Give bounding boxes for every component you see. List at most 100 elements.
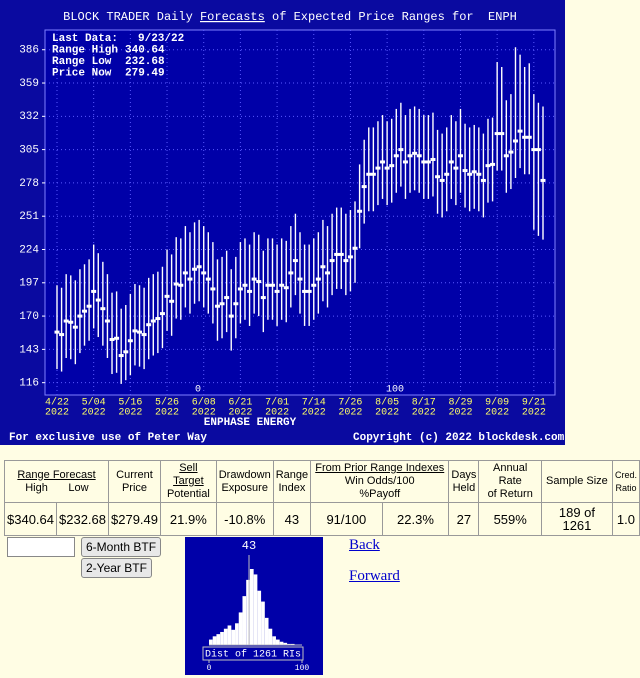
price-marker	[72, 325, 78, 329]
label-box	[202, 646, 304, 661]
x-tick-label: 100	[295, 664, 310, 673]
price-marker	[260, 296, 266, 300]
histogram-bar	[231, 629, 236, 645]
header-cell: Sample Size	[540, 460, 613, 503]
price-marker	[311, 283, 317, 287]
price-marker	[279, 283, 285, 287]
y-tick-label: 116	[19, 378, 39, 390]
price-marker	[508, 150, 514, 154]
value-cell: -10.8%	[215, 502, 274, 536]
price-marker	[531, 148, 537, 152]
symbol-input[interactable]	[7, 537, 75, 557]
chart-title: BLOCK TRADER Daily Forecasts of Expected…	[63, 10, 517, 24]
price-marker	[444, 172, 450, 176]
price-marker	[228, 314, 234, 318]
price-marker	[123, 350, 129, 354]
price-marker	[320, 265, 326, 269]
price-marker	[292, 259, 298, 263]
price-marker	[503, 154, 509, 158]
price-marker	[265, 283, 271, 287]
value-cell: $340.64	[4, 502, 57, 536]
histogram-bar	[209, 639, 213, 645]
price-marker	[540, 178, 546, 182]
header-cell: Cred. Ratio	[611, 460, 640, 503]
header-text: Price	[121, 481, 148, 494]
marker-label: 43	[242, 539, 256, 553]
value-cell: 21.9%	[160, 502, 217, 536]
header-cell: Annual Rate of Return	[478, 460, 542, 503]
marker-label: 0	[195, 385, 201, 396]
y-tick-label: 278	[19, 178, 39, 190]
price-marker	[522, 135, 528, 139]
price-marker	[448, 160, 454, 164]
header-cell: Current Price	[108, 460, 161, 503]
price-marker	[214, 304, 220, 308]
price-marker	[118, 354, 124, 358]
price-marker	[535, 148, 541, 152]
price-marker	[210, 287, 216, 291]
price-marker	[205, 277, 211, 281]
back-link[interactable]: Back	[349, 537, 380, 553]
x-tick-label: 7/14	[302, 397, 326, 409]
value-cell: 22.3%	[381, 502, 450, 536]
x-tick-year: 2022	[522, 408, 546, 419]
x-tick-label: 9/21	[522, 397, 546, 409]
x-tick-label: 9/09	[485, 397, 509, 409]
info-label: Price Now	[52, 67, 112, 79]
y-tick-label: 305	[19, 145, 39, 157]
price-marker	[91, 289, 97, 293]
header-cell: Days Held	[448, 460, 480, 503]
x-tick-label: 0	[207, 664, 212, 673]
price-marker	[173, 282, 179, 286]
y-tick-label: 359	[19, 78, 39, 90]
histogram-bar	[242, 596, 247, 645]
price-marker	[77, 314, 83, 318]
x-tick-year: 2022	[375, 408, 399, 419]
price-marker	[247, 289, 253, 293]
price-marker	[512, 139, 518, 143]
header-text: Drawdown	[218, 468, 271, 481]
price-marker	[297, 277, 303, 281]
price-marker	[182, 271, 188, 275]
histogram-bar	[235, 623, 239, 645]
header-cell: Drawdown Exposure	[215, 460, 274, 503]
forward-link[interactable]: Forward	[349, 568, 400, 584]
histogram-bar	[238, 612, 243, 645]
header-text[interactable]: Range Forecast	[17, 468, 96, 481]
price-marker	[398, 148, 404, 152]
price-marker	[457, 154, 463, 158]
info-label: Range Low	[52, 56, 112, 68]
header-text: Index	[278, 481, 306, 494]
title-link[interactable]: Forecasts	[200, 10, 265, 24]
price-marker	[201, 271, 207, 275]
price-marker	[54, 330, 60, 334]
x-tick-year: 2022	[448, 408, 472, 419]
footer-left: For exclusive use of Peter Way	[9, 432, 207, 444]
histogram-label: Dist of 1261 RIs	[205, 649, 301, 661]
x-tick-label: 6/21	[228, 397, 252, 409]
histogram-bar	[283, 642, 288, 645]
price-marker	[517, 129, 523, 133]
price-marker	[141, 333, 147, 337]
histogram-bar	[287, 643, 291, 645]
price-marker	[155, 317, 161, 321]
x-tick-label: 5/16	[118, 397, 142, 409]
x-tick-year: 2022	[155, 408, 179, 419]
price-marker	[187, 277, 193, 281]
x-tick-year: 2022	[82, 408, 106, 419]
histogram-bar	[279, 641, 284, 645]
header-cell: Sell Target Potential	[160, 460, 217, 503]
header-text[interactable]: From Prior Range Indexes	[315, 462, 445, 474]
y-tick-label: 170	[19, 311, 39, 323]
x-tick-label: 5/04	[82, 397, 106, 409]
price-marker	[233, 302, 239, 306]
six-month-button[interactable]: 6-Month BTF	[81, 537, 162, 557]
price-marker	[82, 309, 88, 313]
header-text: Annual Rate	[493, 462, 528, 487]
header-text[interactable]: Sell Target	[173, 462, 204, 487]
header-text: Exposure	[221, 481, 268, 494]
price-marker	[109, 338, 115, 342]
two-year-button[interactable]: 2-Year BTF	[81, 558, 152, 578]
x-tick-year: 2022	[45, 408, 69, 419]
price-marker	[430, 157, 436, 161]
